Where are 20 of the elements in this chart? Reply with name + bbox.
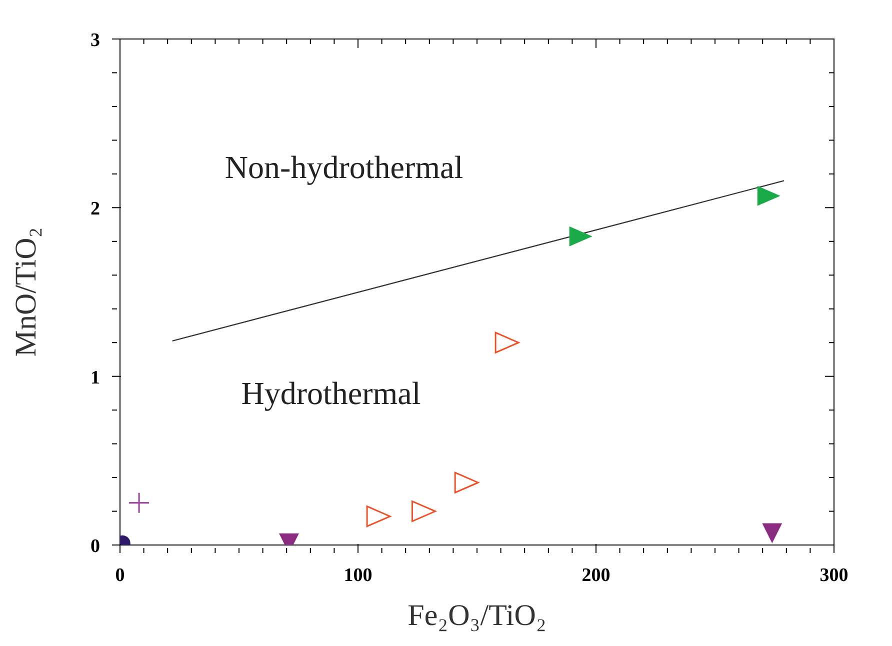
y-tick-label: 1 — [90, 367, 100, 388]
y-axis-title: MnO/TiO₂ — [10, 227, 43, 357]
y-tick-label: 2 — [90, 198, 100, 220]
point — [569, 226, 592, 246]
x-tick-label: 100 — [344, 565, 372, 586]
point — [494, 332, 520, 354]
y-tick-label: 3 — [90, 30, 100, 51]
point — [412, 500, 436, 522]
point — [366, 506, 391, 528]
annotation: Hydrothermal — [241, 375, 421, 411]
x-axis-title: Fe₂O₃/TiO₂ — [408, 599, 546, 632]
x-tick-label: 300 — [820, 565, 848, 586]
x-tick-label: 200 — [582, 565, 610, 586]
y-tick-label: 0 — [90, 536, 100, 557]
x-tick-label: 0 — [115, 565, 125, 586]
point — [129, 492, 150, 513]
point — [454, 472, 479, 494]
annotation: Non-hydrothermal — [224, 149, 464, 185]
point — [762, 523, 782, 544]
point — [757, 186, 780, 206]
